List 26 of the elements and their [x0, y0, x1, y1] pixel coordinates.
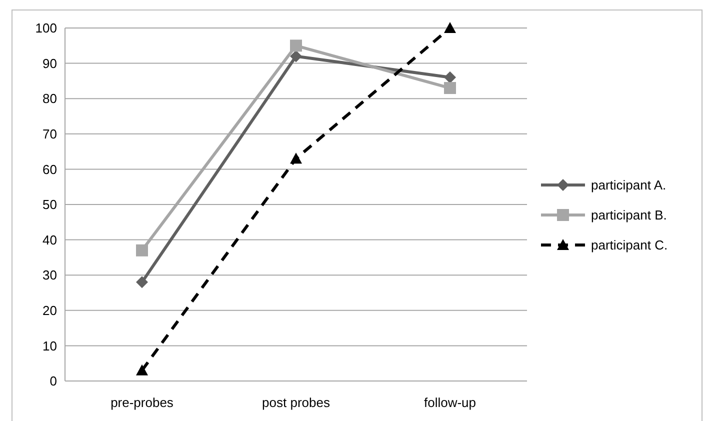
- x-tick-label: post probes: [262, 395, 330, 410]
- point: [290, 152, 302, 164]
- y-tick-label: 100: [35, 20, 57, 36]
- y-tick-label: 40: [42, 232, 57, 248]
- point: [444, 71, 456, 84]
- x-tick-label: follow-up: [424, 395, 476, 410]
- y-tick-label: 20: [42, 302, 57, 318]
- point: [444, 82, 456, 94]
- point: [290, 40, 302, 52]
- point: [136, 364, 148, 376]
- point: [444, 22, 456, 33]
- y-tick-label: 50: [42, 197, 57, 212]
- point: [136, 276, 148, 288]
- y-tick-label: 60: [42, 162, 57, 177]
- point: [136, 244, 148, 256]
- legend-label: participant B.: [591, 208, 667, 223]
- point: [290, 50, 302, 62]
- y-tick-label: 80: [42, 91, 57, 106]
- x-tick-label: pre-probes: [110, 395, 174, 410]
- y-tick-label: 70: [42, 126, 57, 142]
- y-tick-label: 10: [42, 338, 57, 354]
- legend-label: participant C.: [591, 238, 668, 253]
- y-tick-label: 90: [42, 56, 57, 71]
- legend-label: participant A.: [591, 178, 666, 193]
- y-tick-label: 0: [50, 374, 57, 389]
- y-tick-label: 30: [42, 268, 57, 283]
